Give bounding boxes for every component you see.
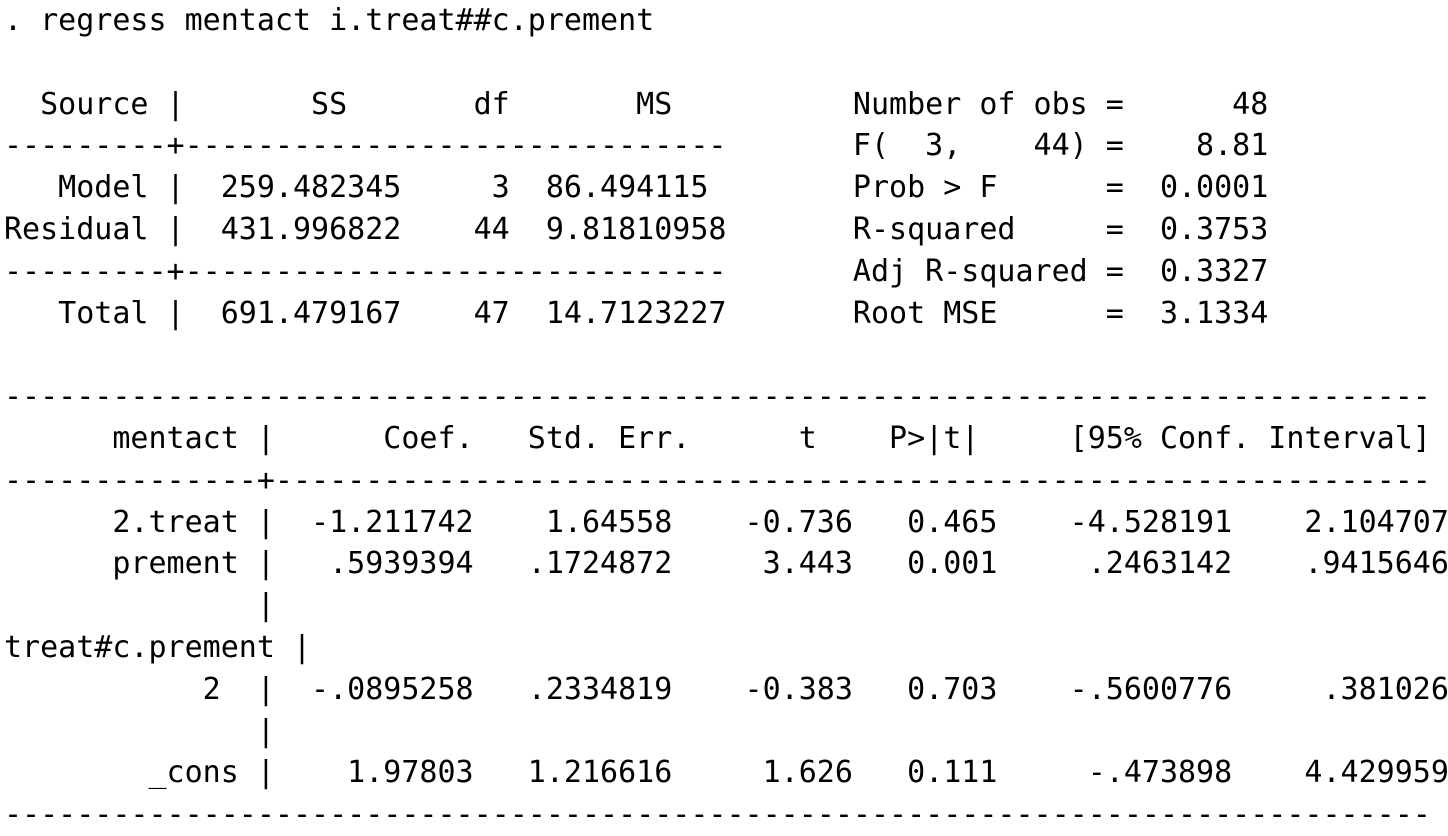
coefficient-table: ----------------------------------------… bbox=[4, 379, 1448, 833]
anova-table: Source | SS df MS Number of obs = 48 ---… bbox=[4, 86, 1269, 331]
regress-command-line: . regress mentact i.treat##c.prement bbox=[4, 3, 655, 38]
